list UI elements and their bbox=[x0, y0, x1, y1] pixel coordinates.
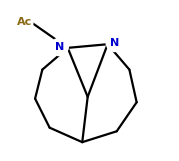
Circle shape bbox=[106, 34, 124, 52]
Text: Ac: Ac bbox=[17, 17, 32, 28]
Text: N: N bbox=[55, 42, 64, 52]
Text: N: N bbox=[110, 38, 120, 48]
Circle shape bbox=[51, 38, 68, 56]
Circle shape bbox=[16, 14, 33, 31]
